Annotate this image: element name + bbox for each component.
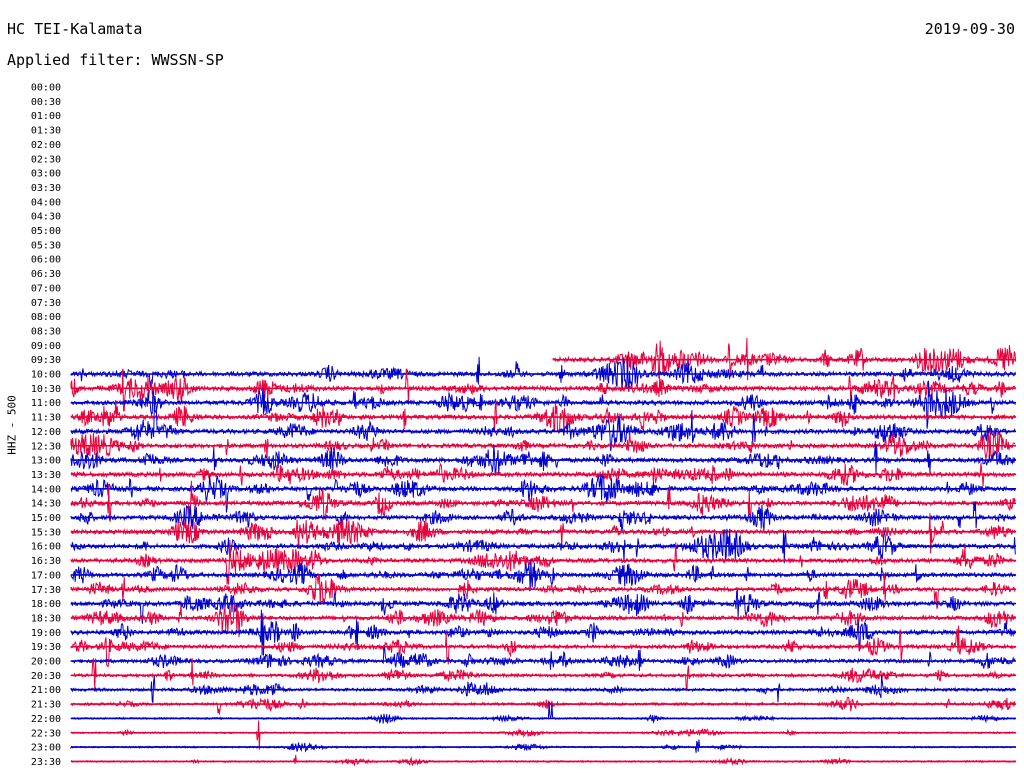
- row-label: 23:00: [31, 743, 61, 754]
- trace-1430: [70, 480, 1016, 523]
- trace-1900: [70, 609, 1016, 656]
- date-label: 2019-09-30: [924, 20, 1015, 38]
- trace-2130: [70, 696, 1016, 715]
- row-label: 15:00: [31, 513, 61, 524]
- row-label: 06:30: [31, 269, 61, 280]
- row-label: 14:30: [31, 499, 61, 510]
- row-label: 21:30: [31, 700, 61, 711]
- row-label: 22:00: [31, 714, 61, 725]
- row-label: 17:00: [31, 570, 61, 581]
- row-label: 00:00: [31, 83, 61, 94]
- row-label: 17:30: [31, 585, 61, 596]
- row-label: 03:00: [31, 169, 61, 180]
- row-label: 05:30: [31, 240, 61, 251]
- row-label: 10:00: [31, 370, 61, 381]
- trace-2000: [70, 646, 1016, 671]
- row-label: 08:00: [31, 312, 61, 323]
- row-label: 09:00: [31, 341, 61, 352]
- station-title: HC TEI-Kalamata: [7, 20, 143, 38]
- trace-2330: [70, 754, 1016, 767]
- row-label: 13:00: [31, 456, 61, 467]
- row-label: 05:00: [31, 226, 61, 237]
- row-label: 11:30: [31, 413, 61, 424]
- row-label: 08:30: [31, 326, 61, 337]
- trace-2300: [70, 739, 1016, 753]
- row-label: 00:30: [31, 97, 61, 108]
- row-label: 01:00: [31, 111, 61, 122]
- row-label: 23:30: [31, 757, 61, 768]
- row-label: 15:30: [31, 527, 61, 538]
- row-label: 12:30: [31, 441, 61, 452]
- row-label: 16:00: [31, 542, 61, 553]
- row-label: 10:30: [31, 384, 61, 395]
- row-label: 04:30: [31, 212, 61, 223]
- row-label: 12:00: [31, 427, 61, 438]
- row-label: 09:30: [31, 355, 61, 366]
- row-label: 20:00: [31, 657, 61, 668]
- trace-2230: [70, 720, 1016, 750]
- row-label: 07:30: [31, 298, 61, 309]
- trace-1230: [70, 430, 1016, 461]
- row-label: 13:30: [31, 470, 61, 481]
- row-label: 06:00: [31, 255, 61, 266]
- row-label: 04:00: [31, 197, 61, 208]
- row-label: 22:30: [31, 728, 61, 739]
- row-label: 01:30: [31, 126, 61, 137]
- row-label: 18:30: [31, 613, 61, 624]
- trace-2100: [70, 674, 1016, 703]
- row-label: 02:30: [31, 154, 61, 165]
- row-label: 14:00: [31, 484, 61, 495]
- row-label: 02:00: [31, 140, 61, 151]
- row-label: 21:00: [31, 685, 61, 696]
- row-label: 11:00: [31, 398, 61, 409]
- row-label: 07:00: [31, 283, 61, 294]
- trace-1130: [70, 399, 1016, 433]
- row-label: 19:30: [31, 642, 61, 653]
- filter-label: Applied filter: WWSSN-SP: [7, 51, 224, 69]
- row-label: 20:30: [31, 671, 61, 682]
- row-label: 03:30: [31, 183, 61, 194]
- row-label: 16:30: [31, 556, 61, 567]
- row-label: 18:00: [31, 599, 61, 610]
- trace-0930: [552, 337, 1017, 381]
- row-label: 19:00: [31, 628, 61, 639]
